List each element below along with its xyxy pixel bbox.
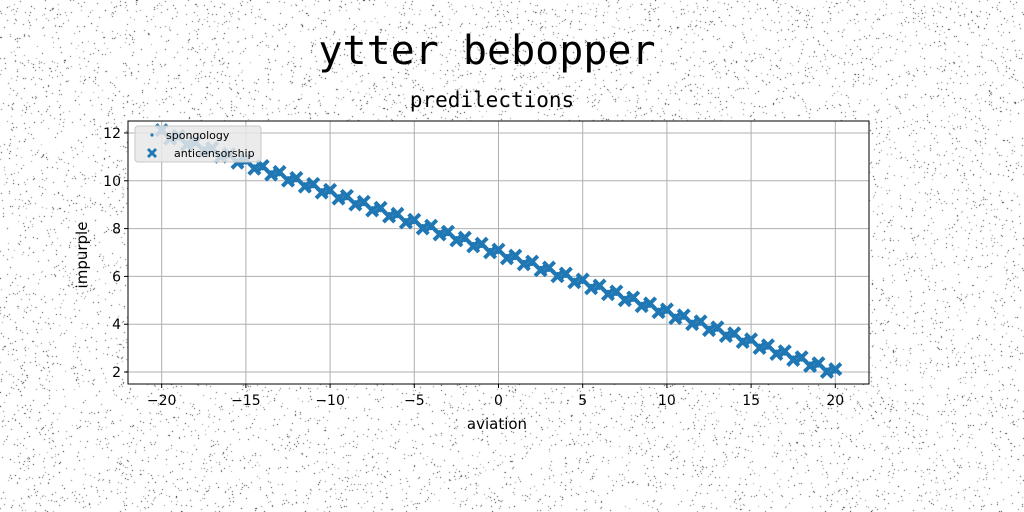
axis-ticks: −20 −15 −10 −5 0 5 10 15 20 2 4 6 8 10 12 bbox=[103, 126, 844, 409]
y-tick-label: 4 bbox=[112, 317, 121, 333]
y-tick-label: 8 bbox=[112, 222, 121, 238]
x-tick-label: 0 bbox=[494, 393, 503, 409]
x-tick-label: 5 bbox=[578, 393, 587, 409]
data-points bbox=[154, 123, 843, 379]
legend-box bbox=[134, 125, 262, 163]
x-tick-label: −20 bbox=[147, 393, 177, 409]
point-anticensorship bbox=[828, 362, 843, 377]
chart-suptitle: ytter bebopper bbox=[318, 28, 655, 74]
x-tick-label: 15 bbox=[742, 393, 760, 409]
legend-marker-spongology bbox=[150, 133, 154, 137]
x-tick-label: −5 bbox=[404, 393, 425, 409]
x-axis-label: aviation bbox=[467, 415, 527, 433]
y-tick-label: 2 bbox=[112, 365, 121, 381]
x-tick-label: −10 bbox=[315, 393, 345, 409]
y-axis-label: impurple bbox=[73, 222, 91, 289]
y-tick-label: 12 bbox=[103, 126, 121, 142]
chart-title: predilections bbox=[410, 88, 574, 112]
plot-area: −20 −15 −10 −5 0 5 10 15 20 2 4 6 8 10 12 bbox=[103, 120, 870, 409]
x-tick-label: −15 bbox=[231, 393, 261, 409]
legend-marker-anticensorship bbox=[147, 148, 157, 158]
y-tick-label: 10 bbox=[103, 174, 121, 190]
x-tick-label: 10 bbox=[658, 393, 676, 409]
x-tick-label: 20 bbox=[826, 393, 844, 409]
legend-label-anticensorship: anticensorship bbox=[174, 147, 255, 160]
legend: spongology anticensorship bbox=[134, 125, 262, 163]
y-tick-label: 6 bbox=[112, 269, 121, 285]
legend-label-spongology: spongology bbox=[166, 129, 230, 142]
